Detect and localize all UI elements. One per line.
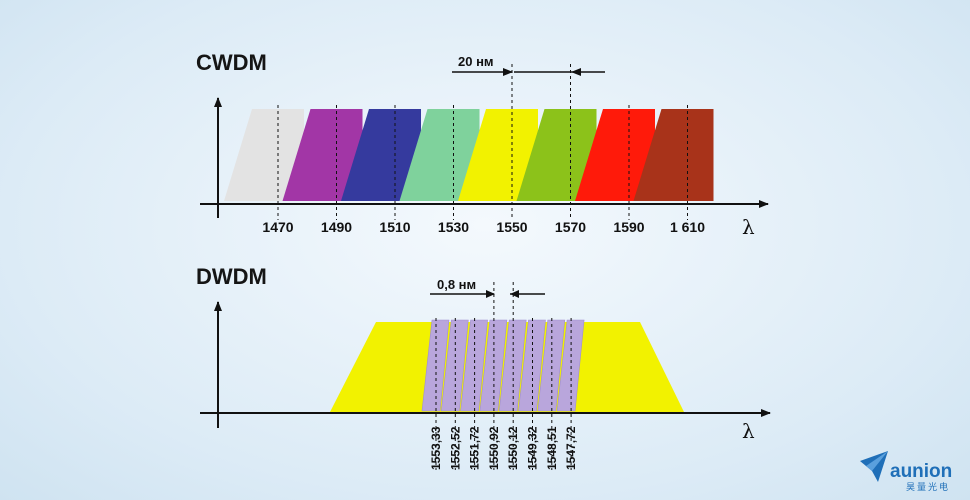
paper-plane-icon: [860, 451, 888, 482]
dwdm-channel: [537, 319, 566, 412]
dwdm-channel: [440, 319, 469, 412]
dwdm-tick-label: 1552,52: [448, 426, 462, 470]
brand-name: aunion: [890, 461, 952, 482]
dwdm-center-lines: [435, 282, 572, 470]
dwdm-spacing-arrowhead-right: [510, 290, 519, 298]
cwdm-center-lines: [277, 64, 688, 220]
cwdm-spacing-arrowhead-right: [571, 68, 581, 76]
cwdm-tick-label: 1470: [262, 219, 293, 235]
cwdm-tick-label: 1550: [496, 219, 527, 235]
dwdm-channel: [479, 319, 508, 412]
dwdm-channel: [421, 319, 450, 412]
cwdm-lambda-label: λ: [742, 215, 755, 239]
cwdm-channel-1610: [633, 109, 714, 201]
cwdm-tick-labels: 1470 1490 1510 1530 1550 1570 1590 1 610: [262, 219, 705, 235]
cwdm-channels: [224, 109, 714, 201]
cwdm-channel-1590: [575, 109, 655, 201]
dwdm-tick-label: 1549,32: [526, 426, 540, 470]
cwdm-spacing-annotation: 20 нм: [452, 54, 605, 76]
cwdm-tick-label: 1 610: [670, 219, 705, 235]
dwdm-tick-label: 1547,72: [564, 426, 578, 470]
dwdm-tick-label: 1550,12: [506, 426, 520, 470]
brand-subtitle: 昊量光电: [906, 481, 950, 493]
cwdm-tick-label: 1570: [555, 219, 586, 235]
dwdm-spacing-label: 0,8 нм: [437, 277, 476, 292]
cwdm-section: CWDM 20 нм 1470 1490 1510 1530 1550 1570 1590 1…: [196, 50, 769, 239]
dwdm-lambda-label: λ: [742, 419, 755, 443]
cwdm-tick-label: 1590: [613, 219, 644, 235]
dwdm-channels: [421, 319, 585, 412]
cwdm-tick-label: 1510: [379, 219, 410, 235]
cwdm-channel-1530: [399, 109, 480, 201]
dwdm-title: DWDM: [196, 264, 267, 289]
cwdm-spacing-arrowhead-left: [503, 68, 513, 76]
dwdm-tick-label: 1551,72: [468, 426, 482, 470]
cwdm-channel-1570: [516, 109, 597, 201]
dwdm-tick-label: 1548,51: [545, 426, 559, 470]
dwdm-tick-label: 1553,33: [429, 426, 443, 470]
dwdm-tick-label: 1550,92: [487, 426, 501, 470]
cwdm-title: CWDM: [196, 50, 267, 75]
dwdm-channel: [498, 319, 527, 412]
dwdm-section: DWDM 0,8 нм 1553,33 1552,52 1551,72 1550,92…: [196, 264, 771, 470]
brand-logo: aunion 昊量光电: [860, 451, 952, 493]
cwdm-spacing-label: 20 нм: [458, 54, 494, 69]
cwdm-channel-1510: [341, 109, 421, 201]
cwdm-tick-label: 1530: [438, 219, 469, 235]
cwdm-channel-1550: [458, 109, 538, 201]
dwdm-channel: [460, 319, 488, 412]
dwdm-spacing-arrowhead-left: [486, 290, 495, 298]
dwdm-channel: [556, 319, 585, 412]
dwdm-channel: [518, 319, 546, 412]
cwdm-tick-label: 1490: [321, 219, 352, 235]
dwdm-spacing-annotation: 0,8 нм: [430, 277, 545, 298]
cwdm-channel-1490: [282, 109, 363, 201]
dwdm-tick-labels: 1553,33 1552,52 1551,72 1550,92 1550,12 1549,…: [429, 426, 578, 470]
cwdm-channel-1470: [224, 109, 304, 201]
